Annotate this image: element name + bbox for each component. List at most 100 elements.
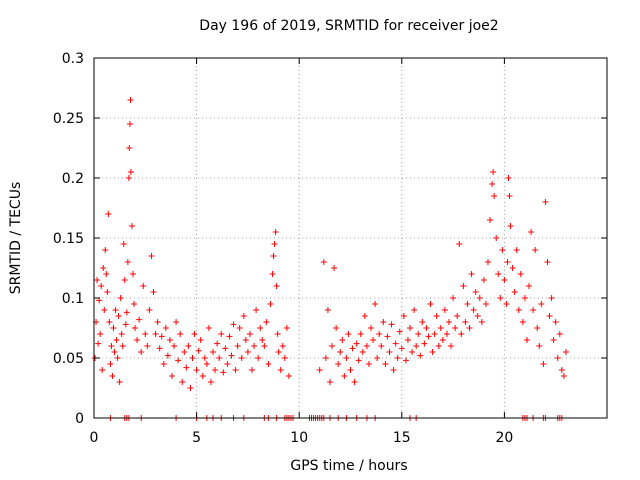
data-point — [386, 349, 393, 355]
data-point — [134, 337, 141, 343]
y-tick-label: 0.2 — [62, 171, 84, 187]
data-point — [210, 349, 217, 355]
data-point — [390, 367, 397, 373]
data-point — [427, 301, 434, 307]
data-point — [452, 325, 459, 331]
data-point — [392, 340, 399, 347]
data-point — [322, 355, 329, 361]
data-point — [146, 307, 153, 313]
data-points — [92, 97, 569, 421]
data-point — [484, 259, 491, 265]
data-point — [230, 321, 237, 328]
data-point — [542, 199, 549, 205]
data-point — [107, 361, 114, 367]
data-point — [164, 352, 171, 359]
data-point — [415, 331, 422, 337]
data-point — [195, 347, 202, 354]
data-point — [203, 361, 210, 367]
data-point — [162, 325, 169, 331]
data-point — [513, 247, 520, 253]
data-point — [116, 379, 123, 385]
data-point — [540, 361, 547, 367]
data-point — [503, 301, 510, 307]
data-point — [365, 361, 372, 367]
data-point — [343, 355, 350, 361]
data-point — [251, 343, 258, 349]
data-point — [380, 319, 387, 325]
data-point — [491, 193, 498, 199]
data-point — [532, 247, 539, 253]
data-point — [429, 349, 436, 355]
data-point — [150, 289, 157, 295]
data-point — [185, 343, 192, 349]
x-tick-label: 15 — [393, 430, 411, 446]
data-point — [131, 301, 138, 307]
data-point — [372, 301, 379, 307]
data-point — [123, 309, 130, 316]
data-point — [464, 301, 471, 307]
data-point — [152, 331, 159, 337]
y-tick-label: 0.15 — [53, 231, 84, 247]
data-point — [497, 295, 504, 301]
data-point — [121, 277, 128, 283]
data-point — [357, 331, 364, 337]
data-point — [490, 169, 497, 175]
data-point — [526, 283, 533, 289]
data-point — [279, 343, 286, 349]
data-point — [548, 295, 555, 301]
data-point — [472, 289, 479, 295]
data-point — [538, 301, 545, 307]
data-point — [407, 325, 414, 331]
data-point — [255, 355, 262, 361]
data-point — [183, 364, 190, 371]
data-point — [273, 283, 280, 289]
data-point — [480, 277, 487, 283]
data-point — [335, 361, 342, 367]
data-point — [199, 373, 206, 379]
data-point — [523, 337, 530, 343]
data-point — [554, 355, 561, 361]
data-point — [521, 295, 528, 301]
data-point — [487, 217, 494, 223]
data-point — [179, 379, 186, 385]
data-point — [285, 373, 292, 379]
data-point — [177, 331, 184, 337]
data-point — [104, 289, 111, 295]
data-point — [437, 325, 444, 331]
data-point — [126, 145, 133, 151]
data-point — [187, 385, 194, 391]
data-point — [413, 343, 420, 349]
data-point — [126, 121, 133, 127]
data-point — [339, 337, 346, 343]
data-point — [232, 367, 239, 373]
data-point — [156, 345, 163, 352]
data-point — [504, 259, 511, 265]
data-point — [142, 331, 149, 337]
data-point — [363, 343, 370, 349]
data-point — [530, 307, 537, 313]
y-tick-label: 0.05 — [53, 351, 84, 367]
data-point — [528, 229, 535, 235]
data-point — [275, 349, 282, 355]
data-point — [466, 325, 473, 331]
data-point — [119, 343, 126, 349]
data-point — [220, 369, 227, 376]
data-point — [458, 331, 465, 337]
data-point — [534, 325, 541, 331]
data-point — [127, 169, 134, 175]
data-point — [460, 283, 467, 289]
data-point — [246, 331, 253, 337]
data-point — [388, 321, 395, 328]
data-point — [550, 337, 557, 343]
data-point — [378, 343, 385, 349]
data-point — [259, 337, 266, 343]
data-point — [544, 259, 551, 265]
data-point — [125, 175, 132, 181]
data-point — [402, 357, 409, 364]
data-point — [181, 349, 188, 355]
data-point — [419, 319, 426, 325]
data-point — [101, 307, 108, 313]
data-point — [495, 271, 502, 277]
data-point — [168, 373, 175, 379]
